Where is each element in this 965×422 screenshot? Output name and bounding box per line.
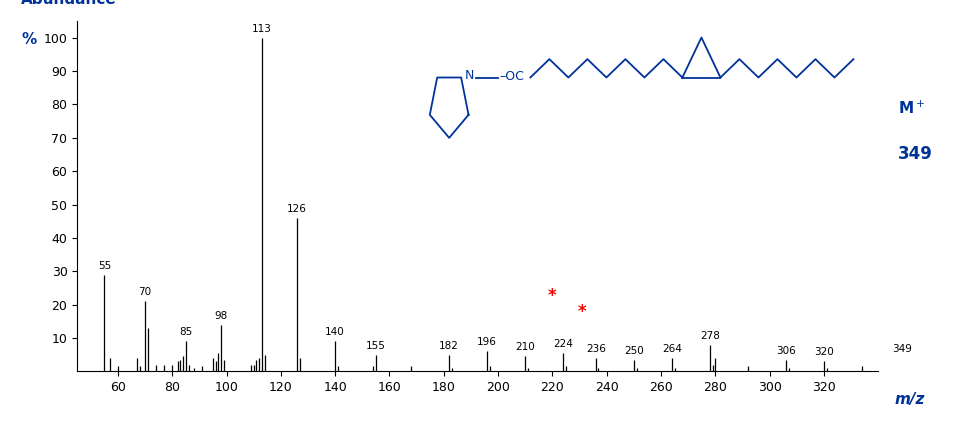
- Text: 264: 264: [662, 344, 681, 354]
- Text: –OC: –OC: [499, 70, 524, 83]
- Text: 349: 349: [893, 344, 913, 354]
- Text: *: *: [548, 287, 557, 305]
- Text: 250: 250: [624, 346, 644, 356]
- Text: 85: 85: [179, 327, 192, 337]
- Text: 155: 155: [366, 341, 386, 351]
- Text: 210: 210: [515, 342, 535, 352]
- Text: 98: 98: [214, 311, 228, 321]
- Text: *: *: [578, 303, 587, 321]
- Text: Abundance: Abundance: [21, 0, 117, 7]
- Text: 236: 236: [586, 344, 606, 354]
- Text: 55: 55: [97, 261, 111, 271]
- Text: 126: 126: [288, 204, 307, 214]
- Text: 113: 113: [252, 24, 272, 34]
- Text: M$^+$: M$^+$: [898, 100, 925, 117]
- Text: 320: 320: [813, 347, 834, 357]
- Text: %: %: [21, 32, 37, 46]
- Text: m/z: m/z: [895, 392, 924, 407]
- Text: N: N: [465, 69, 475, 82]
- Text: 182: 182: [439, 341, 459, 351]
- Text: 306: 306: [776, 346, 796, 356]
- Text: 70: 70: [139, 287, 152, 298]
- Text: 278: 278: [700, 331, 720, 341]
- Text: 140: 140: [325, 327, 345, 337]
- Text: 349: 349: [898, 145, 933, 163]
- Text: 196: 196: [478, 337, 497, 347]
- Text: 224: 224: [553, 339, 573, 349]
